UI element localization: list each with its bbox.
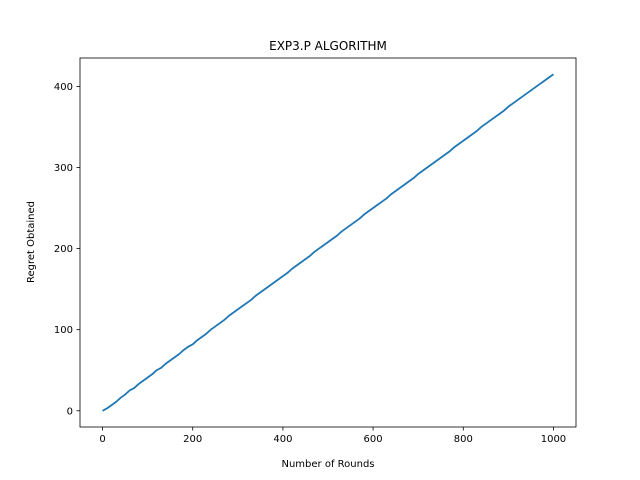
plot-area [79,57,577,428]
y-axis-label: Regret Obtained [26,201,37,283]
x-axis-ticks: 0 200 400 600 800 1000 [99,427,566,445]
x-tick-label: 800 [454,434,473,445]
x-axis-label: Number of Rounds [281,459,374,470]
x-tick-label: 0 [99,434,105,445]
axes-frame [79,57,577,428]
y-axis-ticks: 0 100 200 300 400 [54,82,80,417]
x-tick-label: 200 [183,434,202,445]
x-tick-label: 400 [273,434,292,445]
y-tick-label: 100 [54,325,73,336]
y-tick-label: 300 [54,163,73,174]
y-tick-label: 0 [67,406,73,417]
x-tick-label: 1000 [541,434,566,445]
chart-title: EXP3.P ALGORITHM [269,39,387,53]
y-tick-label: 400 [54,82,73,93]
x-tick-label: 600 [364,434,383,445]
y-tick-label: 200 [54,244,73,255]
series-line-0 [102,73,554,412]
